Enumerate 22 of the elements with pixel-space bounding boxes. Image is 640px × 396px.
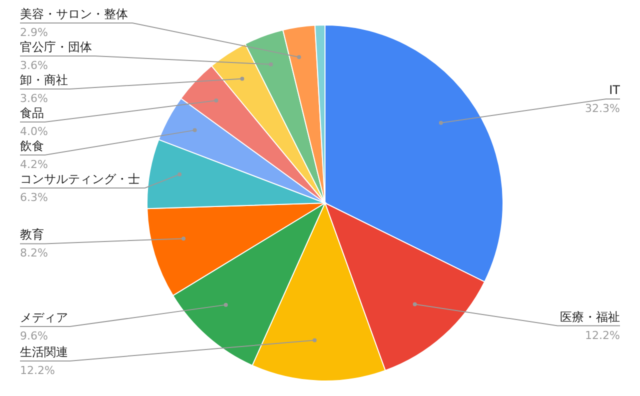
data-label: 12.2% [585, 328, 620, 342]
data-label: 12.2% [20, 364, 55, 377]
slice-label: 飲食 [20, 139, 44, 153]
slice-label: 官公庁・団体 [20, 40, 92, 54]
data-label: 32.3% [585, 102, 620, 116]
slice-label: コンサルティング・士 [20, 172, 140, 186]
data-label: 9.6% [20, 330, 48, 343]
slice-label: 生活関連 [20, 345, 68, 359]
slice-label: 美容・サロン・整体 [20, 7, 128, 21]
slice-label: 教育 [20, 228, 44, 242]
slice-label: 食品 [20, 106, 44, 120]
slice-label: IT [609, 83, 621, 98]
slice-label: 医療・福祉 [560, 310, 620, 324]
data-label: 3.6% [20, 92, 48, 105]
data-label: 2.9% [20, 26, 48, 39]
data-label: 3.6% [20, 59, 48, 72]
data-label: 6.3% [20, 191, 48, 204]
slice-label: メディア [20, 310, 68, 325]
data-label: 4.2% [20, 158, 48, 171]
slice-label: 卸・商社 [20, 73, 68, 87]
data-label: 8.2% [20, 246, 48, 260]
data-label: 4.0% [20, 125, 48, 138]
